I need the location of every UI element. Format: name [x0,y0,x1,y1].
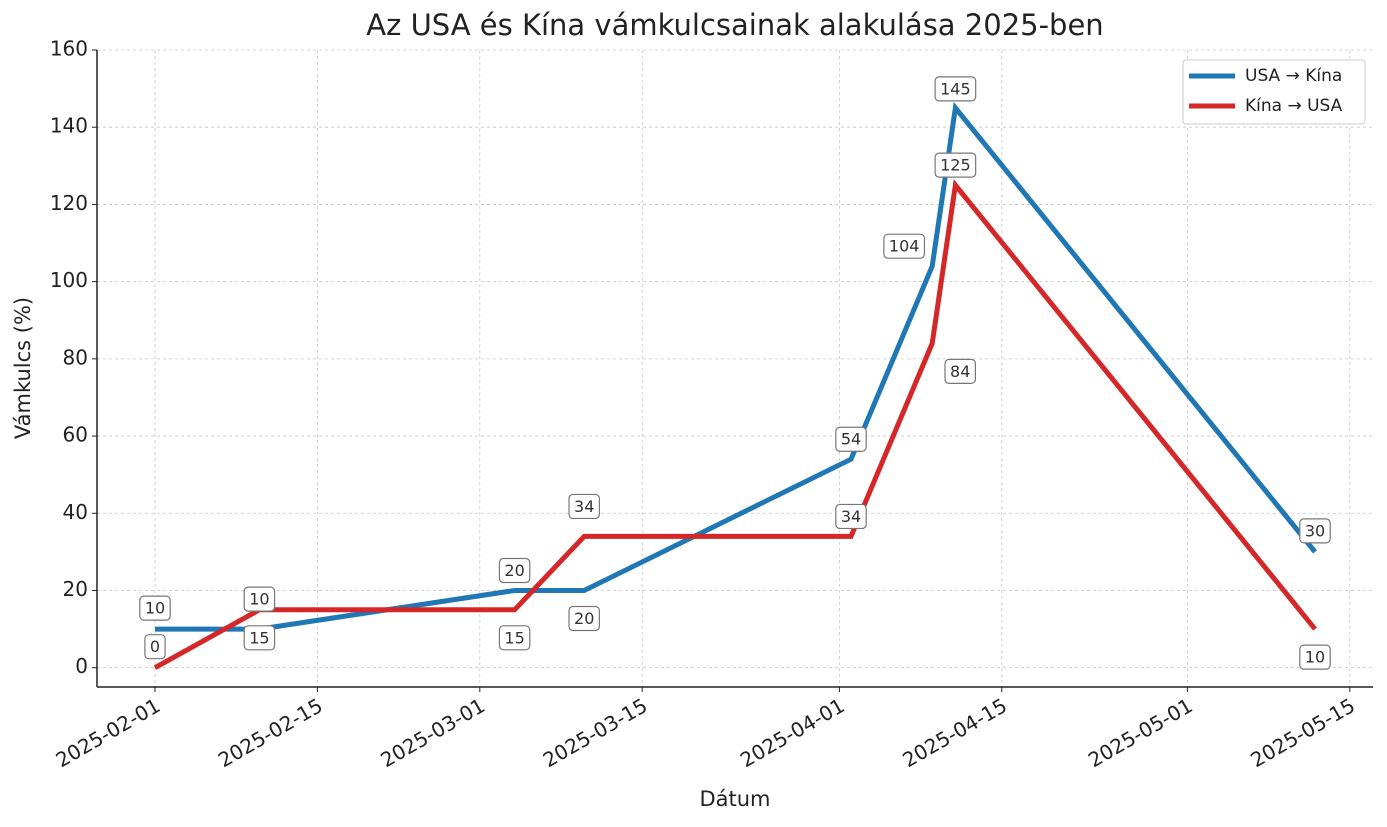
data-label-box [498,557,531,584]
data-label-text: 84 [950,362,970,381]
data-label-box [144,634,166,660]
data-label-text: 20 [504,561,524,580]
y-tick-label: 120 [50,191,88,215]
data-label: 34 [835,503,867,530]
data-label-text: 54 [841,430,861,449]
data-label: 125 [934,152,977,178]
x-axis-label: Dátum [699,787,770,811]
data-label-box [883,233,926,259]
data-label-text: 125 [940,156,971,175]
data-label-text: 10 [249,590,269,609]
data-label: 20 [498,557,531,584]
y-tick-label: 40 [63,500,88,524]
data-label: 145 [934,76,977,102]
data-label-box [243,586,276,612]
data-label-text: 10 [145,599,165,618]
data-label-text: 15 [249,628,269,647]
data-label: 34 [568,493,600,520]
data-line [153,179,1317,670]
data-label-text: 34 [574,497,594,516]
data-label-text: 104 [889,237,920,256]
data-label-text: 30 [1305,521,1325,540]
data-label: 15 [498,625,531,651]
y-tick-label: 80 [63,345,88,369]
data-label-box [1299,644,1331,670]
x-tick-label: 2025-05-01 [1084,693,1197,772]
data-line [155,101,1317,632]
data-label-text: 20 [574,609,594,628]
data-label: 54 [835,426,867,452]
x-tick-label: 2025-04-01 [736,693,849,772]
data-label: 10 [243,586,276,612]
legend-label: Kína → USA [1245,96,1343,116]
data-label-box [934,76,977,102]
y-tick-label: 0 [75,654,88,678]
x-tick-label: 2025-02-15 [214,693,327,772]
y-tick-label: 60 [63,423,88,447]
x-tick-label: 2025-03-01 [376,693,489,772]
x-tick-label: 2025-03-15 [539,693,652,772]
data-label: 0 [144,634,166,660]
y-tick-label: 140 [50,114,88,138]
data-label: 10 [1299,644,1331,670]
legend-label: USA → Kína [1245,66,1342,86]
y-axis-label: Vámkulcs (%) [11,297,35,439]
data-label-text: 34 [841,507,861,526]
x-tick-label: 2025-04-15 [898,693,1011,772]
data-label-text: 145 [940,79,971,98]
data-label-box [498,625,531,651]
y-tick-label: 100 [50,268,88,292]
data-label: 30 [1299,518,1331,544]
y-tick-label: 20 [63,577,88,601]
data-label: 15 [243,625,276,651]
data-label-box [568,493,600,520]
data-label-box [139,595,171,621]
chart-title: Az USA és Kína vámkulcsainak alakulása 2… [366,8,1103,42]
data-label-text: 15 [504,628,524,647]
data-label-box [1299,518,1331,544]
data-label-box [835,503,867,530]
data-label-box [934,152,977,178]
data-label: 104 [883,233,926,259]
data-label: 20 [568,605,600,632]
data-label-box [944,358,976,385]
data-label-box [568,605,600,632]
data-label: 10 [139,595,171,621]
x-tick-label: 2025-05-15 [1246,693,1359,772]
y-tick-label: 160 [50,37,88,61]
data-label-box [243,625,276,651]
data-label-box [835,426,867,452]
data-label: 84 [944,358,976,385]
x-tick-label: 2025-02-01 [52,693,165,772]
data-label-text: 10 [1305,648,1325,667]
data-label-text: 0 [150,637,160,656]
